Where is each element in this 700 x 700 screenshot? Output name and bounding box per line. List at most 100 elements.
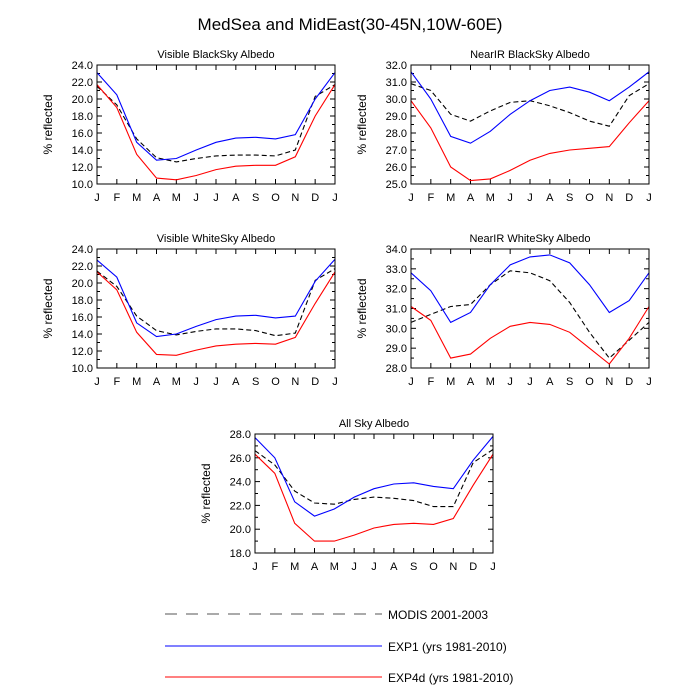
series-line-modis xyxy=(410,270,650,359)
y-tick-label: 30.0 xyxy=(386,323,407,335)
y-tick-label: 25.0 xyxy=(386,179,407,191)
x-tick-label: M xyxy=(132,192,141,204)
legend-label-exp1: EXP1 (yrs 1981-2010) xyxy=(388,640,507,654)
x-tick-label: J xyxy=(507,376,513,388)
x-tick-label: O xyxy=(429,561,438,573)
x-tick-label: A xyxy=(232,192,240,204)
x-tick-label: A xyxy=(153,376,161,388)
plot-frame xyxy=(410,64,650,185)
x-tick-label: J xyxy=(351,561,357,573)
y-tick-label: 29.0 xyxy=(386,111,407,123)
x-tick-label: D xyxy=(311,192,319,204)
x-tick-label: D xyxy=(625,192,633,204)
x-tick-label: J xyxy=(193,192,199,204)
y-tick-label: 31.0 xyxy=(386,77,407,89)
y-tick-label: 28.0 xyxy=(386,128,407,140)
y-tick-label: 12.0 xyxy=(72,162,93,174)
x-tick-label: N xyxy=(291,192,299,204)
y-tick-label: 10.0 xyxy=(72,363,93,375)
y-tick-label: 28.0 xyxy=(386,363,407,375)
x-tick-label: J xyxy=(213,192,219,204)
y-tick-label: 18.0 xyxy=(72,111,93,123)
y-tick-label: 30.0 xyxy=(386,94,407,106)
y-axis-label: % reflected xyxy=(355,94,369,154)
legend-label-modis: MODIS 2001-2003 xyxy=(388,608,488,622)
x-tick-label: A xyxy=(153,192,161,204)
x-tick-label: N xyxy=(605,192,613,204)
y-tick-label: 31.0 xyxy=(386,304,407,316)
y-tick-label: 18.0 xyxy=(72,295,93,307)
x-tick-label: J xyxy=(408,376,414,388)
series-line-exp1 xyxy=(410,254,650,324)
series-line-exp4d xyxy=(254,453,494,542)
y-tick-label: 22.0 xyxy=(72,261,93,273)
y-tick-label: 32.0 xyxy=(386,284,407,296)
x-tick-label: J xyxy=(527,192,533,204)
x-tick-label: M xyxy=(290,561,299,573)
x-tick-label: J xyxy=(646,376,652,388)
x-tick-label: M xyxy=(486,192,495,204)
x-tick-label: J xyxy=(646,192,652,204)
series-line-exp4d xyxy=(410,100,650,182)
x-tick-label: A xyxy=(467,192,475,204)
series-line-exp1 xyxy=(96,258,336,338)
series-line-exp4d xyxy=(96,84,336,181)
x-tick-label: D xyxy=(625,376,633,388)
x-tick-label: F xyxy=(271,561,278,573)
y-tick-label: 16.0 xyxy=(72,312,93,324)
x-tick-label: J xyxy=(332,376,338,388)
x-tick-label: A xyxy=(390,561,398,573)
y-tick-label: 24.0 xyxy=(72,60,93,72)
series-line-exp1 xyxy=(410,71,650,144)
y-tick-label: 29.0 xyxy=(386,343,407,355)
plot-frame xyxy=(96,248,336,369)
x-tick-label: M xyxy=(172,192,181,204)
y-tick-label: 33.0 xyxy=(386,264,407,276)
y-tick-label: 28.0 xyxy=(230,429,251,441)
panel-title: Visible WhiteSky Albedo xyxy=(157,233,275,245)
x-tick-label: J xyxy=(408,192,414,204)
y-tick-label: 10.0 xyxy=(72,179,93,191)
series-line-modis xyxy=(254,449,494,508)
panel-title: NearIR WhiteSky Albedo xyxy=(469,233,590,245)
x-tick-label: J xyxy=(507,192,513,204)
legend-label-exp4d: EXP4d (yrs 1981-2010) xyxy=(388,671,513,685)
x-tick-label: O xyxy=(585,376,594,388)
y-axis-label: % reflected xyxy=(41,278,55,338)
y-tick-label: 22.0 xyxy=(230,500,251,512)
x-tick-label: J xyxy=(94,376,100,388)
y-tick-label: 26.0 xyxy=(386,162,407,174)
x-tick-label: J xyxy=(213,376,219,388)
y-tick-label: 27.0 xyxy=(386,145,407,157)
y-axis-label: % reflected xyxy=(41,94,55,154)
x-tick-label: J xyxy=(252,561,258,573)
series-line-exp1 xyxy=(254,436,494,517)
y-tick-label: 22.0 xyxy=(72,77,93,89)
x-tick-label: J xyxy=(371,561,377,573)
x-tick-label: F xyxy=(427,192,434,204)
x-tick-label: S xyxy=(410,561,417,573)
x-tick-label: M xyxy=(132,376,141,388)
legend: MODIS 2001-2003 EXP1 (yrs 1981-2010) EXP4d… xyxy=(165,608,513,685)
plot-frame xyxy=(410,248,650,369)
x-tick-label: M xyxy=(172,376,181,388)
x-tick-label: M xyxy=(330,561,339,573)
panel-nearir-blacksky: NearIR BlackSky Albedo % reflected 25.0 26.… xyxy=(355,49,652,204)
panel-title: NearIR BlackSky Albedo xyxy=(470,49,590,61)
plot-frame xyxy=(96,64,336,185)
x-tick-label: O xyxy=(585,192,594,204)
x-tick-label: F xyxy=(113,192,120,204)
x-tick-label: N xyxy=(291,376,299,388)
y-tick-label: 14.0 xyxy=(72,145,93,157)
x-tick-label: D xyxy=(311,376,319,388)
y-tick-label: 20.0 xyxy=(72,94,93,106)
x-tick-label: J xyxy=(332,192,338,204)
x-tick-label: J xyxy=(527,376,533,388)
series-line-modis xyxy=(410,83,650,127)
panel-all-sky: All Sky Albedo % reflected 18.0 20.0 22.0 24.… xyxy=(199,418,496,573)
x-tick-label: J xyxy=(490,561,496,573)
x-tick-label: M xyxy=(446,192,455,204)
x-tick-label: S xyxy=(566,376,573,388)
y-tick-label: 20.0 xyxy=(72,278,93,290)
